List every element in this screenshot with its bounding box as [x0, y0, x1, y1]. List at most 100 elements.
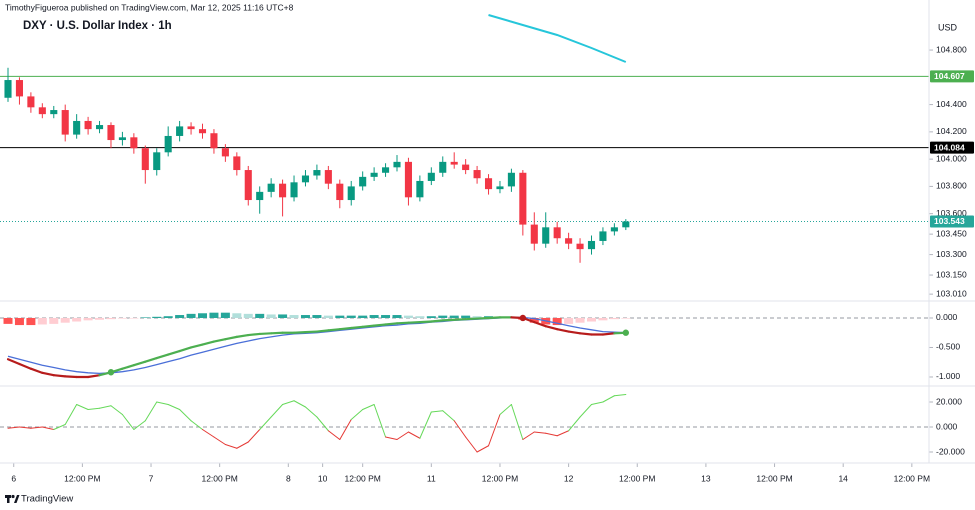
publisher-note: TimothyFigueroa published on TradingView…: [5, 2, 294, 12]
x-tick-label: 14: [838, 473, 848, 483]
macd-segment: [247, 332, 261, 337]
y-tick-label: -20.000: [936, 446, 965, 456]
candle-body: [84, 120, 92, 130]
line-segment: [87, 407, 101, 410]
macd-segment: [350, 325, 364, 330]
macd-segment: [167, 349, 181, 356]
histogram-bar: [232, 313, 242, 318]
line-segment: [202, 429, 215, 438]
candle-body: [130, 137, 138, 149]
histogram-bar: [346, 315, 356, 318]
line-segment: [453, 420, 467, 438]
currency: USD: [938, 22, 958, 32]
y-tick-label: 103.450: [936, 228, 967, 238]
macd-segment: [29, 367, 44, 374]
candle-body: [221, 148, 229, 157]
histogram-bar: [403, 315, 413, 318]
candle-body: [542, 227, 550, 244]
y-tick-label: 20.000: [936, 396, 962, 406]
line-segment: [236, 441, 249, 449]
macd-segment: [212, 338, 227, 343]
line-segment: [499, 404, 512, 415]
price-label-box: [930, 141, 974, 154]
price-label: 104.084: [934, 142, 965, 152]
line-segment: [270, 404, 284, 418]
candle-body: [290, 182, 298, 198]
histogram-bar: [472, 316, 482, 318]
line-segment: [18, 426, 32, 429]
candle-body: [279, 183, 287, 198]
histogram-bar: [266, 314, 276, 318]
macd-segment: [258, 332, 273, 336]
price-label-box: [930, 215, 974, 228]
macd-segment: [304, 330, 319, 334]
histogram-bar: [575, 317, 585, 323]
line-segment: [64, 404, 78, 425]
y-tick-label: 103.010: [936, 288, 967, 298]
macd-segment: [453, 318, 467, 321]
line-segment: [179, 409, 192, 422]
line-segment: [224, 444, 238, 449]
line-segment: [396, 431, 409, 440]
candle-body: [622, 221, 630, 228]
histogram-bar: [621, 317, 631, 319]
candle-body: [347, 186, 355, 201]
brand: TradingView: [21, 494, 73, 505]
histogram-bar: [72, 317, 82, 322]
y-tick-label: 104.000: [936, 153, 967, 163]
line-segment: [522, 431, 535, 440]
line-segment: [259, 416, 272, 430]
candle-body: [198, 129, 207, 134]
line-segment: [407, 431, 421, 439]
candle-body: [450, 161, 458, 165]
candle-body: [107, 125, 115, 141]
y-tick-label: 104.200: [936, 126, 967, 136]
macd-segment: [18, 362, 32, 370]
candle-body: [176, 126, 184, 136]
line-segment: [156, 401, 169, 405]
candle-body: [519, 172, 527, 225]
histogram-bar: [95, 317, 105, 320]
histogram-bar: [312, 315, 322, 318]
x-tick-label: 12:00 PM: [756, 473, 792, 483]
y-tick-label: -1.000: [936, 371, 960, 381]
macd-segment: [52, 374, 67, 378]
macd-segment: [384, 322, 399, 326]
candle-body: [393, 161, 401, 168]
candle-body: [530, 224, 538, 244]
histogram-bar: [300, 315, 310, 318]
x-tick-label: 12:00 PM: [344, 473, 380, 483]
candle-body: [15, 80, 23, 97]
line-segment: [133, 420, 146, 430]
line-segment: [488, 414, 501, 447]
line-segment: [568, 416, 581, 432]
histogram-bar: [60, 317, 70, 323]
candle-body: [610, 227, 618, 232]
line-segment: [110, 405, 123, 415]
candle-body: [439, 161, 447, 173]
histogram-bar: [26, 317, 36, 326]
plot: 6 12:00 PM 7 12:00 PM 8 10 12:00 PM 11 12:00 PM 1…: [0, 14, 974, 483]
x-tick-label: 13: [701, 473, 711, 483]
histogram-bar: [529, 317, 539, 323]
cross-dot: [519, 314, 527, 322]
line-segment: [339, 419, 352, 440]
line-segment: [190, 420, 204, 430]
line-segment: [350, 409, 364, 420]
line-segment: [510, 404, 524, 440]
candle-body: [61, 110, 69, 135]
line-segment: [579, 404, 592, 418]
y-tick-label: 103.800: [936, 181, 967, 191]
candle-body: [576, 243, 584, 250]
histogram-bar: [117, 317, 127, 319]
y-tick-label: -0.500: [936, 342, 960, 352]
line-segment: [419, 411, 432, 439]
price-label: 103.543: [934, 216, 965, 226]
macd-segment: [121, 364, 135, 370]
macd-segment: [567, 330, 582, 335]
line-segment: [121, 414, 135, 430]
macd-segment: [132, 360, 147, 367]
macd-segment: [601, 332, 616, 336]
macd-segment: [178, 346, 193, 353]
y-tick-label: 103.150: [936, 269, 967, 279]
